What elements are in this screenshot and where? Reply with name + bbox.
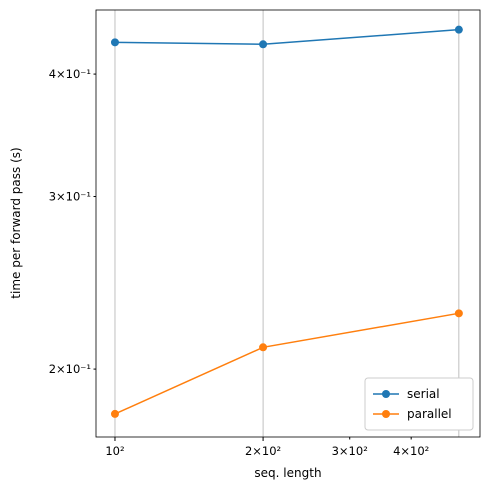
y-axis-label: time per forward pass (s): [9, 147, 23, 298]
x-tick-label: 2×10²: [245, 444, 281, 458]
point: [110, 409, 119, 418]
legend-label: serial: [407, 387, 440, 401]
y-tick-label: 3×10⁻¹: [49, 190, 91, 204]
x-tick-label: 3×10²: [332, 444, 368, 458]
legend-label: parallel: [407, 407, 452, 421]
point: [454, 309, 463, 318]
x-tick-label: 4×10²: [393, 444, 429, 458]
y-tick-label: 4×10⁻¹: [49, 67, 91, 81]
legend-box: [364, 377, 474, 431]
series-line: [114, 28, 459, 46]
point: [259, 343, 268, 352]
point: [110, 38, 119, 47]
plot-frame: [95, 9, 481, 438]
point: [259, 40, 268, 49]
point: [454, 25, 463, 34]
legend-marker: [382, 390, 390, 398]
y-tick-label: 2×10⁻¹: [49, 362, 91, 376]
x-axis-label: seq. length: [254, 466, 321, 480]
x-tick-label: 10²: [105, 444, 124, 458]
legend-marker: [382, 410, 390, 418]
